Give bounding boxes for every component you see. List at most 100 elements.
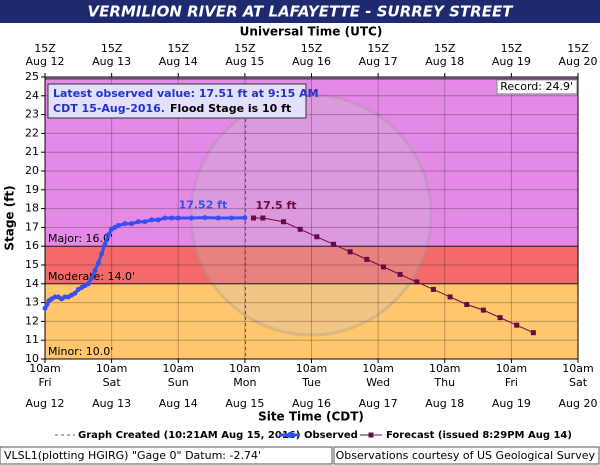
- y-tick-label: 16: [25, 239, 39, 252]
- flood-band: [45, 283, 578, 359]
- x-tick-day: Fri: [38, 376, 51, 389]
- info-part: CDT 15-Aug-2016.: [53, 102, 165, 115]
- observed-point: [102, 241, 108, 247]
- x-tick-day: Wed: [366, 376, 390, 389]
- legend-label: Graph Created (10:21AM Aug 15, 2016): [78, 430, 300, 441]
- x-tick-date: Aug 12: [26, 397, 65, 410]
- forecast-point: [414, 279, 420, 285]
- forecast-point: [514, 322, 520, 328]
- y-tick-label: 14: [25, 277, 39, 290]
- flood-band: [45, 246, 578, 284]
- x-tick-label: 10am: [163, 362, 194, 375]
- forecast-point: [364, 256, 370, 262]
- y-tick-label: 25: [25, 70, 39, 83]
- legend-swatch: [287, 432, 293, 438]
- record-label: Record: 24.9': [500, 80, 573, 93]
- observed-point: [99, 251, 105, 257]
- forecast-point: [314, 234, 320, 240]
- y-tick-label: 10: [25, 352, 39, 365]
- observed-point: [89, 275, 95, 281]
- x-tick-day: Sat: [103, 376, 122, 389]
- x-tick-day: Sat: [569, 376, 588, 389]
- x-tick-day: Sun: [168, 376, 189, 389]
- y-tick-label: 18: [25, 202, 39, 215]
- observed-point: [155, 217, 161, 223]
- x2-tick-date: Aug 16: [292, 55, 331, 68]
- x-tick-label: 10am: [362, 362, 393, 375]
- x-tick-day: Mon: [233, 376, 256, 389]
- title-bar: [0, 0, 600, 23]
- info-box: [47, 83, 307, 119]
- footer-box: [333, 446, 600, 465]
- x2-tick-date: Aug 17: [359, 55, 398, 68]
- forecast-point: [297, 226, 303, 232]
- forecast-point: [497, 315, 503, 321]
- forecast-point: [380, 264, 386, 270]
- observed-point: [135, 219, 141, 225]
- forecast-point: [480, 307, 486, 313]
- observed-point: [149, 217, 155, 223]
- y-tick-label: 17: [25, 220, 39, 233]
- legend-label: Forecast (issued 8:29PM Aug 14): [386, 430, 572, 441]
- chart-title: VERMILION RIVER AT LAFAYETTE - SURREY ST…: [88, 3, 515, 21]
- x-tick-day: Thu: [433, 376, 455, 389]
- observed-point: [202, 215, 208, 221]
- x-tick-label: 10am: [429, 362, 460, 375]
- x2-tick-date: Aug 19: [492, 55, 531, 68]
- y-tick-label: 11: [25, 333, 39, 346]
- x2-tick-date: Aug 14: [159, 55, 198, 68]
- y-tick-label: 21: [25, 145, 39, 158]
- x-tick-day: Fri: [505, 376, 518, 389]
- y-tick-label: 22: [25, 126, 39, 139]
- x2-tick-date: Aug 13: [92, 55, 131, 68]
- y-tick-label: 12: [25, 314, 39, 327]
- x-tick-label: 10am: [296, 362, 327, 375]
- observed-point: [229, 215, 235, 221]
- forecast-point: [281, 219, 287, 225]
- x2-axis-title: Universal Time (UTC): [240, 25, 383, 39]
- forecast-point: [330, 241, 336, 247]
- x-tick-date: Aug 17: [359, 397, 398, 410]
- y-tick-label: 13: [25, 296, 39, 309]
- y-tick-label: 23: [25, 108, 39, 121]
- x-tick-date: Aug 16: [292, 397, 331, 410]
- x-tick-date: Aug 14: [159, 397, 198, 410]
- legend-label: Observed: [304, 430, 358, 441]
- forecast-point: [347, 249, 353, 255]
- x-tick-date: Aug 13: [92, 397, 131, 410]
- x2-tick-label: 15Z: [167, 42, 189, 55]
- observed-point: [142, 219, 148, 225]
- x-tick-label: 10am: [229, 362, 260, 375]
- x-tick-label: 10am: [496, 362, 527, 375]
- flood-label: Major: 16.0': [48, 232, 113, 245]
- y-tick-label: 19: [25, 183, 39, 196]
- x2-tick-label: 15Z: [101, 42, 123, 55]
- x-tick-label: 10am: [96, 362, 127, 375]
- footer-left: VLSL1(plotting HGIRG) "Gage 0" Datum: -2…: [4, 449, 261, 462]
- watermark: [189, 93, 433, 337]
- observed-point: [115, 223, 121, 229]
- forecast-point: [251, 215, 257, 221]
- observed-point: [105, 232, 111, 238]
- legend-swatch: [368, 432, 374, 438]
- observed-point: [95, 260, 101, 266]
- observed-point: [85, 281, 91, 287]
- info-line: CDT 15-Aug-2016. Flood Stage is 10 ft: [53, 102, 291, 115]
- x-tick-date: Aug 20: [559, 397, 598, 410]
- forecast-point: [530, 330, 536, 336]
- x2-tick-label: 15Z: [301, 42, 323, 55]
- x2-tick-date: Aug 15: [225, 55, 264, 68]
- x2-tick-label: 15Z: [234, 42, 256, 55]
- x-tick-label: 10am: [562, 362, 593, 375]
- series-line: [253, 217, 534, 334]
- forecast-point: [464, 301, 470, 307]
- observed-point: [122, 221, 128, 227]
- x-tick-date: Aug 15: [225, 397, 264, 410]
- y-tick-label: 24: [25, 89, 39, 102]
- x2-tick-date: Aug 12: [26, 55, 65, 68]
- info-part: Flood Stage is 10 ft: [170, 102, 291, 115]
- observed-point: [44, 301, 50, 307]
- series-annotation: 17.5 ft: [256, 199, 297, 212]
- observed-point: [175, 215, 181, 221]
